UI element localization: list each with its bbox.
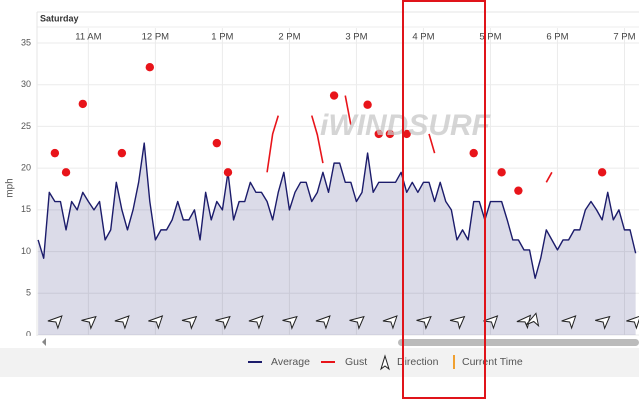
gust-point [469, 148, 478, 158]
gust-point [363, 100, 372, 109]
y-tick-label: 25 [21, 121, 31, 131]
y-tick-label: 20 [21, 163, 31, 173]
direction-arrow [626, 315, 639, 330]
average-area [38, 143, 636, 335]
x-tick-label: 2 PM [278, 32, 300, 43]
gust-point [497, 168, 506, 177]
y-tick-label: 15 [21, 204, 31, 214]
scroll-thumb[interactable] [398, 339, 639, 346]
x-tick-label: 12 PM [142, 32, 170, 43]
legend-swatch [380, 354, 390, 371]
gust-line [310, 115, 324, 164]
legend-band [0, 348, 639, 377]
gust-point [223, 168, 233, 177]
gust-point [50, 148, 60, 158]
gust-line [428, 133, 436, 154]
x-tick-label: 5 PM [479, 32, 501, 43]
gust-line [545, 171, 553, 183]
direction-arrow [315, 315, 331, 330]
y-tick-label: 30 [21, 79, 31, 89]
gust-point [402, 129, 411, 139]
gust-point [385, 129, 395, 139]
direction-arrow [81, 315, 97, 330]
y-tick-label: 0 [26, 329, 31, 339]
x-tick-label: 3 PM [345, 32, 367, 43]
legend-label: Average [271, 356, 310, 368]
y-axis-label: mph [5, 178, 16, 197]
gust-line [344, 95, 352, 125]
gust-point [514, 186, 523, 195]
direction-arrow [181, 315, 198, 330]
day-label: Saturday [40, 13, 79, 23]
direction-arrow [148, 315, 164, 330]
direction-arrow [114, 315, 130, 330]
scroll-left-arrow[interactable] [42, 338, 46, 346]
y-tick-label: 5 [26, 288, 31, 298]
direction-arrow [416, 315, 432, 330]
x-tick-label: 4 PM [412, 32, 434, 43]
direction-arrow [47, 315, 63, 330]
background [0, 0, 639, 348]
direction-arrow [449, 315, 466, 330]
gust-point [78, 99, 87, 109]
gust-point [117, 148, 127, 158]
gust-point [374, 129, 383, 139]
average-line [37, 142, 637, 279]
gust-point [329, 91, 339, 100]
legend-label: Current Time [462, 356, 523, 368]
direction-arrow [215, 315, 231, 330]
y-tick-label: 10 [21, 246, 31, 256]
direction-arrow [595, 315, 611, 330]
legend-label: Direction [397, 356, 439, 368]
gust-point [61, 168, 71, 177]
x-tick-label: 7 PM [613, 32, 635, 43]
direction-arrow [561, 315, 577, 330]
plot: 0 5 10 15 20 25 30 35 11 AM 12 PM 1 PM 2 PM 3 PM 4 PM… [21, 28, 639, 339]
y-tick-label: 35 [21, 37, 31, 47]
direction-arrow [349, 315, 365, 330]
gust-point [145, 62, 155, 72]
direction-arrow [382, 315, 398, 330]
gust-line [266, 115, 280, 173]
x-tick-label: 6 PM [546, 32, 568, 43]
direction-arrow [282, 315, 298, 330]
direction-arrow [483, 315, 499, 330]
x-tick-label: 1 PM [211, 32, 233, 43]
gust-point [212, 138, 222, 148]
watermark: iWINDSURF [320, 109, 491, 142]
gust-point [597, 168, 607, 177]
direction-arrow [248, 315, 264, 330]
direction-arrow [525, 312, 540, 328]
legend-label: Gust [345, 356, 367, 368]
legend: Average Gust Direction Current Time [248, 354, 523, 371]
highlight-box [402, 0, 486, 399]
x-tick-label: 11 AM [75, 32, 101, 43]
